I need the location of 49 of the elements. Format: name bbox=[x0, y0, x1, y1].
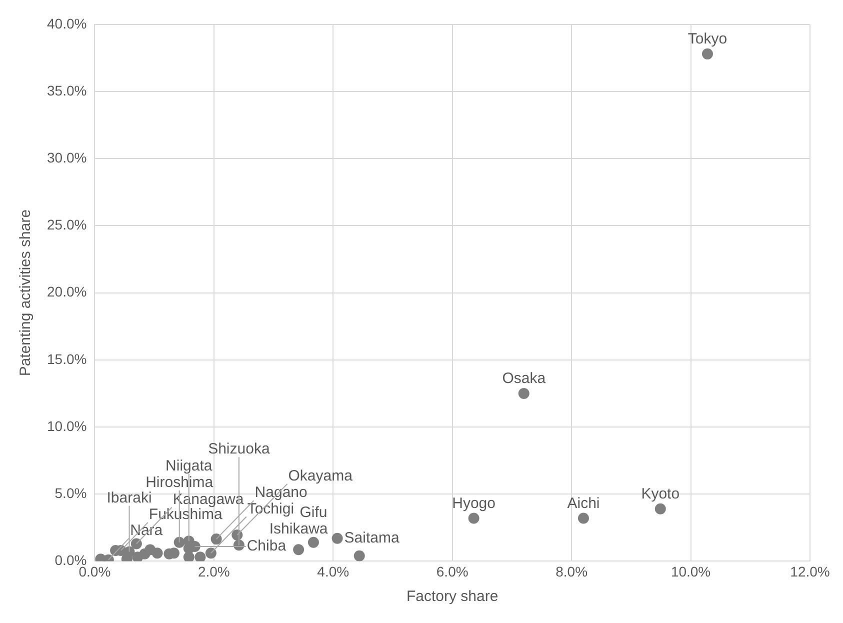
x-tick-label: 6.0% bbox=[436, 563, 468, 580]
x-tick-label: 2.0% bbox=[198, 563, 230, 580]
x-tick-label: 4.0% bbox=[317, 563, 350, 580]
y-tick-label: 20.0% bbox=[46, 284, 87, 300]
x-tick-label: 10.0% bbox=[670, 563, 711, 580]
annotation: Niigata bbox=[166, 458, 213, 475]
annotation: Kyoto bbox=[641, 486, 680, 503]
point bbox=[210, 534, 222, 545]
point bbox=[654, 503, 666, 514]
point bbox=[183, 552, 194, 562]
annotation: Ishikawa bbox=[269, 520, 328, 538]
annotation: Shizuoka bbox=[208, 440, 270, 458]
annotation: Gifu bbox=[300, 504, 328, 522]
point bbox=[205, 548, 216, 559]
point bbox=[194, 552, 206, 562]
point bbox=[354, 550, 365, 562]
point bbox=[702, 48, 713, 60]
annotation: Hyogo bbox=[452, 494, 496, 512]
annotation: Ibaraki bbox=[106, 489, 152, 506]
point bbox=[578, 512, 589, 524]
y-tick-label: 5.0% bbox=[54, 484, 87, 501]
annotation: Osaka bbox=[502, 370, 546, 388]
point bbox=[308, 536, 319, 548]
point bbox=[130, 538, 142, 550]
annotation: Fukushima bbox=[148, 506, 223, 524]
annotation: Kanagawa bbox=[172, 490, 244, 508]
point bbox=[293, 544, 304, 556]
point bbox=[152, 548, 163, 559]
point bbox=[332, 532, 343, 544]
point bbox=[468, 512, 480, 524]
annotation: Tokyo bbox=[688, 30, 728, 48]
y-tick-label: 25.0% bbox=[46, 216, 87, 233]
x-tick-label: 8.0% bbox=[556, 563, 588, 580]
annotation: Aichi bbox=[567, 494, 600, 512]
annotation: Nagano bbox=[254, 484, 308, 502]
y-tick-label: 10.0% bbox=[46, 418, 87, 434]
y-tick-label: 35.0% bbox=[46, 82, 87, 98]
y-tick-label: 30.0% bbox=[46, 149, 87, 166]
y-axis-title: Patenting activities share bbox=[17, 209, 34, 376]
annotation: Hiroshima bbox=[146, 474, 214, 492]
annotation: Saitama bbox=[344, 530, 400, 547]
point bbox=[518, 388, 530, 399]
y-tick-label: 40.0% bbox=[46, 15, 87, 32]
x-axis-title: Factory share bbox=[406, 588, 498, 606]
annotation: Chiba bbox=[246, 538, 287, 555]
x-tick-label: 12.0% bbox=[790, 563, 830, 580]
annotation: Tochigi bbox=[247, 500, 294, 518]
annotation: Okayama bbox=[288, 468, 354, 485]
y-tick-label: 15.0% bbox=[46, 350, 87, 367]
